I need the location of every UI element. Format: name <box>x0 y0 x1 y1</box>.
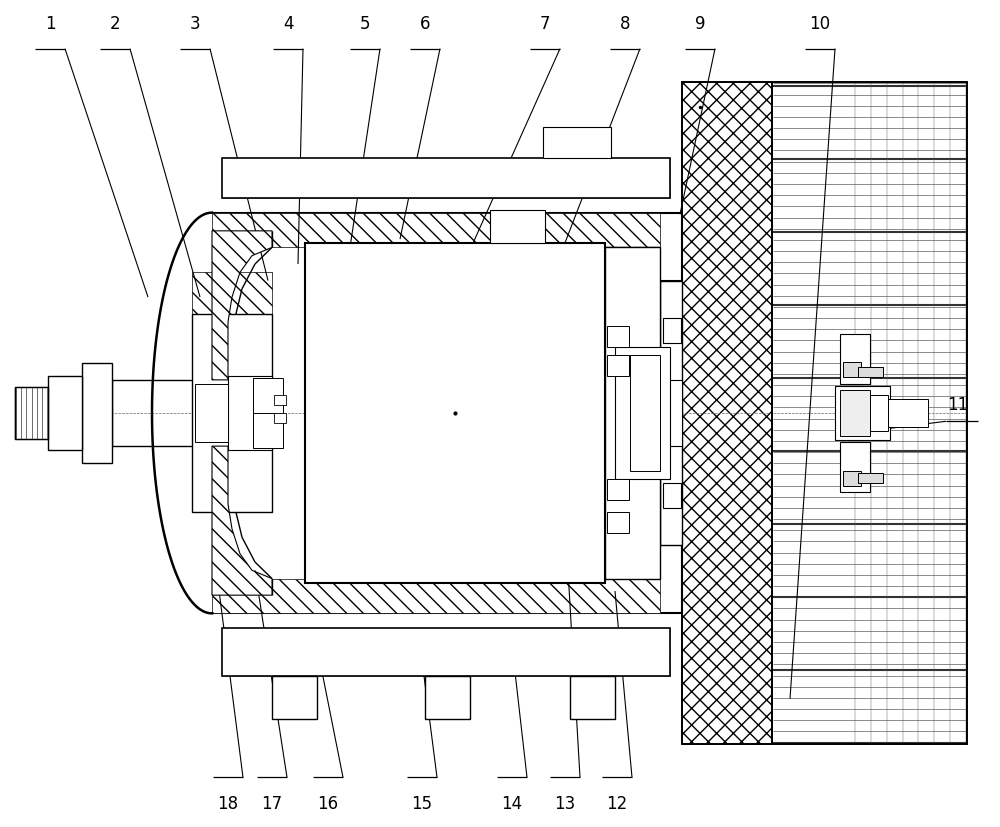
Bar <box>843 363 861 378</box>
Bar <box>543 127 611 159</box>
Bar <box>490 211 545 244</box>
Bar <box>192 463 272 513</box>
Bar <box>630 356 660 471</box>
Bar <box>607 513 629 533</box>
Bar <box>192 273 272 323</box>
Bar <box>274 414 286 423</box>
Bar <box>570 676 615 719</box>
Text: 11: 11 <box>947 395 969 414</box>
Bar <box>222 629 670 676</box>
Bar <box>222 159 670 198</box>
Text: 13: 13 <box>554 794 576 812</box>
Bar <box>663 484 681 509</box>
Bar <box>682 83 772 744</box>
Text: 3: 3 <box>190 15 200 33</box>
Bar <box>192 405 227 463</box>
Bar <box>228 376 272 451</box>
Bar <box>607 356 629 376</box>
Polygon shape <box>605 248 660 331</box>
Text: 10: 10 <box>809 15 831 33</box>
Bar <box>607 327 629 347</box>
Polygon shape <box>212 213 660 248</box>
Bar <box>222 629 670 676</box>
Text: 4: 4 <box>283 15 293 33</box>
Bar <box>15 387 48 440</box>
Bar <box>192 323 227 380</box>
Bar <box>305 244 605 583</box>
Text: 9: 9 <box>695 15 705 33</box>
Text: 1: 1 <box>45 15 55 33</box>
Bar <box>425 676 470 719</box>
Text: 17: 17 <box>261 794 283 812</box>
Text: 2: 2 <box>110 15 120 33</box>
Bar <box>82 364 112 463</box>
Polygon shape <box>212 579 660 614</box>
Bar <box>272 676 317 719</box>
Text: 15: 15 <box>411 794 433 812</box>
Bar <box>682 83 772 744</box>
Bar <box>607 480 629 500</box>
Bar <box>605 248 660 579</box>
Text: 5: 5 <box>360 15 370 33</box>
Text: 8: 8 <box>620 15 630 33</box>
Bar <box>772 83 967 744</box>
Polygon shape <box>605 496 660 579</box>
Bar <box>660 281 682 546</box>
Text: 16: 16 <box>317 794 339 812</box>
Bar <box>48 376 82 451</box>
Bar <box>835 386 890 441</box>
Polygon shape <box>212 447 272 595</box>
Bar <box>195 385 228 442</box>
Bar <box>840 335 870 385</box>
Bar <box>253 414 283 448</box>
Bar <box>663 318 681 343</box>
Bar <box>840 442 870 492</box>
Bar <box>870 395 888 432</box>
Polygon shape <box>212 232 272 380</box>
Bar <box>605 256 660 347</box>
Bar <box>615 347 670 480</box>
Bar <box>605 480 660 571</box>
Bar <box>274 395 286 405</box>
Bar <box>192 314 272 513</box>
Bar <box>48 376 82 451</box>
Text: 7: 7 <box>540 15 550 33</box>
Bar <box>858 368 883 378</box>
Bar <box>772 83 967 744</box>
Text: 6: 6 <box>420 15 430 33</box>
Bar <box>840 390 870 437</box>
Text: 14: 14 <box>501 794 523 812</box>
Bar <box>655 380 682 447</box>
Bar <box>858 474 883 484</box>
Text: 18: 18 <box>217 794 239 812</box>
Bar <box>253 379 283 414</box>
Bar <box>888 399 928 428</box>
Text: 12: 12 <box>606 794 628 812</box>
Bar <box>222 159 670 198</box>
Bar <box>843 471 861 486</box>
